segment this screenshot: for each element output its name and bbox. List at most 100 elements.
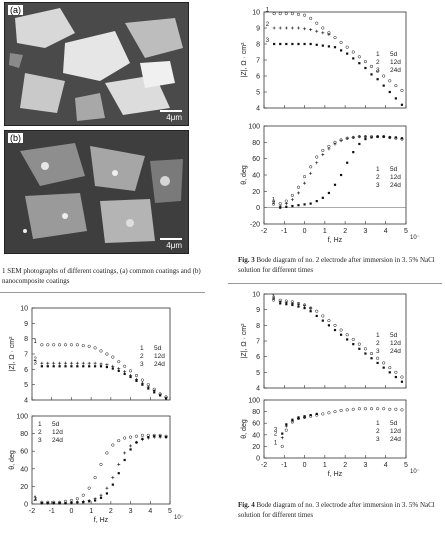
data-point — [376, 135, 379, 138]
plot-frame — [263, 293, 407, 389]
data-point — [58, 343, 62, 347]
data-point — [111, 476, 115, 480]
legend-number: 2 — [376, 340, 380, 347]
data-point — [303, 42, 306, 46]
series-number-label: 1 — [34, 339, 38, 345]
data-point — [363, 407, 367, 411]
y-tick-label: 7 — [256, 339, 260, 346]
data-point — [364, 66, 367, 70]
data-point — [69, 361, 73, 365]
x-tick-label: 3 — [129, 508, 133, 515]
data-point — [296, 302, 300, 306]
data-point — [345, 333, 349, 337]
data-point — [394, 136, 397, 139]
fig3-caption-text: Bode diagram of no. 2 electrode after im… — [238, 256, 435, 274]
data-point — [105, 365, 109, 369]
series-number-label: 3 — [274, 428, 278, 434]
data-point — [135, 379, 138, 382]
fig4-caption: Fig. 4 Bode diagram of no. 3 electrode a… — [238, 500, 443, 520]
legend-number: 1 — [376, 166, 380, 173]
y-tick-label: 4 — [256, 106, 260, 113]
x-axis-label: f, Hz — [94, 517, 109, 524]
x-tick-label: 2 — [109, 508, 113, 515]
data-point — [290, 198, 294, 201]
data-point — [351, 337, 355, 341]
data-point — [111, 483, 114, 486]
data-point — [352, 151, 355, 154]
plot-frame — [31, 307, 171, 401]
data-point — [82, 365, 85, 368]
data-point — [297, 204, 300, 207]
series-number-label: 3 — [266, 38, 270, 44]
y-tick-label: 7 — [24, 352, 28, 359]
data-point — [327, 324, 331, 327]
data-point — [70, 365, 73, 368]
data-point — [309, 306, 313, 310]
plot-frame — [263, 11, 407, 109]
data-point — [52, 343, 56, 347]
legend-number: 3 — [376, 348, 380, 355]
data-point — [333, 183, 337, 186]
section-divider — [0, 292, 205, 293]
data-point — [99, 349, 103, 353]
data-point — [303, 175, 307, 179]
legend-number: 3 — [376, 67, 380, 74]
data-point — [135, 441, 138, 444]
plot-frame — [263, 399, 407, 459]
data-point — [278, 12, 282, 16]
data-point — [315, 412, 318, 416]
data-point — [357, 407, 361, 411]
data-point — [117, 439, 121, 443]
series-number-label: 1 — [272, 198, 276, 204]
data-point — [81, 493, 85, 497]
data-point — [93, 499, 97, 502]
data-point — [134, 373, 139, 378]
data-point — [333, 328, 337, 332]
data-point — [358, 347, 361, 350]
data-point — [309, 42, 312, 46]
data-point — [315, 21, 319, 25]
data-point — [290, 12, 294, 16]
y-axis-label: θ, deg — [9, 450, 16, 470]
data-point — [339, 173, 343, 177]
legend-number: 1 — [38, 421, 42, 428]
data-point — [279, 206, 282, 209]
data-point — [285, 423, 288, 426]
x-tick-label: 4 — [384, 228, 388, 235]
x-tick-label: 3 — [363, 462, 367, 469]
data-point — [285, 42, 288, 46]
data-point — [46, 502, 49, 505]
data-point — [291, 303, 294, 307]
y-tick-label: 40 — [20, 466, 28, 473]
y-tick-label: 4 — [256, 386, 260, 393]
data-point — [382, 407, 386, 411]
data-point — [333, 36, 337, 40]
data-point — [363, 135, 367, 139]
y-tick-label: 60 — [20, 449, 28, 456]
data-point — [280, 436, 284, 440]
scale-bar: 4μm — [160, 238, 182, 250]
data-point — [382, 135, 386, 139]
data-point — [363, 347, 367, 351]
data-point — [284, 428, 288, 432]
data-point — [134, 434, 139, 438]
data-point — [273, 42, 276, 46]
data-point — [123, 451, 127, 455]
data-point — [327, 411, 331, 415]
sem-texture-b — [5, 131, 188, 253]
legend-number: 3 — [376, 436, 380, 443]
data-point — [382, 74, 386, 78]
data-point — [358, 62, 361, 65]
data-point — [321, 153, 325, 157]
fig4-caption-label: Fig. 4 — [238, 501, 255, 509]
data-point — [400, 88, 404, 92]
x-tick-label: -1 — [281, 228, 287, 235]
data-point — [117, 472, 120, 475]
data-point — [278, 202, 282, 206]
scale-bar-label: 4μm — [166, 113, 182, 122]
data-point — [87, 344, 91, 348]
legend-label: 5d — [390, 332, 398, 339]
legend-label: 12d — [390, 428, 401, 435]
